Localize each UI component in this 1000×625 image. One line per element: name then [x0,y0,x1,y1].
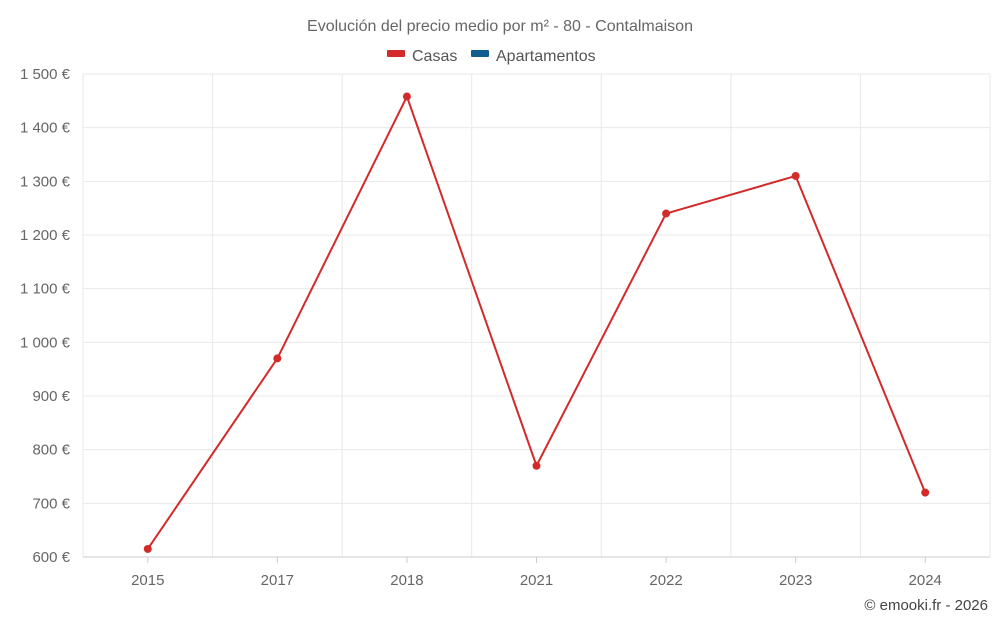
x-tick-label: 2022 [649,572,682,589]
legend-label-apartamentos: Apartamentos [496,48,596,65]
x-tick-label: 2018 [390,572,423,589]
x-tick-label: 2023 [779,572,812,589]
legend-item-casas[interactable]: Casas [387,48,457,65]
y-axis-ticks: 600 € 700 € 800 € 900 € 1 000 € 1 100 € 1 200 … [20,66,71,566]
y-tick-label: 900 € [32,388,70,405]
vertical-gridlines [82,74,991,557]
x-tick-label: 2024 [909,572,942,589]
chart-title: Evolución del precio medio por m² - 80 -… [307,18,693,35]
y-tick-label: 600 € [32,549,70,566]
series-line [146,95,927,550]
data-point[interactable] [143,544,152,553]
y-tick-label: 1 000 € [20,334,71,351]
series-casas [143,92,930,553]
legend-label-casas: Casas [412,48,457,65]
credit-text: © emooki.fr - 2026 [864,597,988,614]
legend-swatch-apartamentos [471,50,489,57]
y-tick-label: 1 200 € [20,227,71,244]
data-point[interactable] [532,461,541,470]
y-tick-label: 1 400 € [20,120,71,137]
legend-swatch-casas [387,50,405,57]
data-point[interactable] [273,354,282,363]
horizontal-gridlines [83,73,990,504]
y-tick-label: 1 500 € [20,66,71,83]
x-tick-label: 2015 [131,572,164,589]
y-tick-label: 700 € [32,495,70,512]
y-tick-label: 800 € [32,442,70,459]
x-tick-label: 2021 [520,572,553,589]
x-tick-label: 2017 [261,572,294,589]
data-point[interactable] [662,209,671,218]
data-point[interactable] [402,92,411,101]
data-point[interactable] [791,171,800,180]
y-tick-label: 1 100 € [20,281,71,298]
x-axis-ticks: 2015 2017 2018 2021 2022 2023 2024 [131,557,942,589]
data-point[interactable] [921,488,930,497]
y-tick-label: 1 300 € [20,173,71,190]
legend-item-apartamentos[interactable]: Apartamentos [471,48,596,65]
legend: Casas Apartamentos [387,48,596,65]
